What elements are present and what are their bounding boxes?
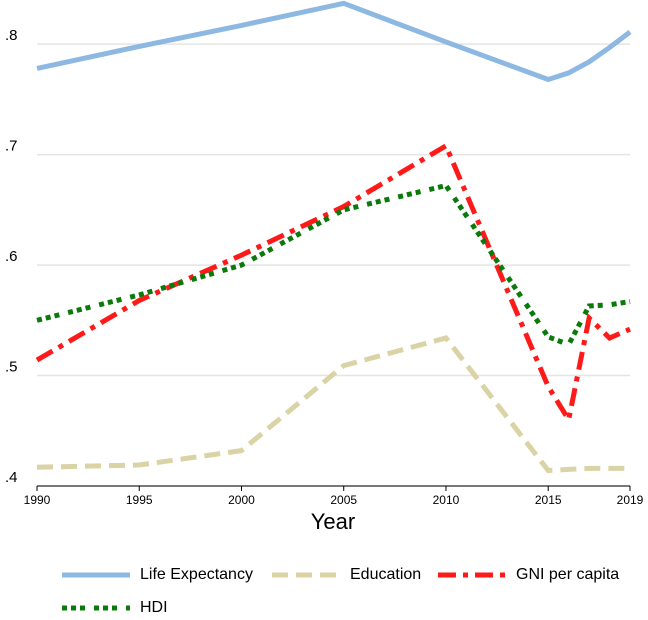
y-tick-label: .8 [5,27,18,44]
legend-label: Life Expectancy [140,566,253,583]
series-line [35,142,631,427]
y-tick-label: .5 [5,359,18,376]
x-tick-label: 1990 [24,493,51,507]
y-tick-label: .4 [5,469,18,486]
series-line [36,0,632,83]
x-tick-label: 2010 [433,493,460,507]
legend-label: Education [350,566,421,583]
y-tick-label: .6 [5,248,18,265]
x-tick-label: 2000 [228,493,255,507]
series-line [36,335,630,474]
series-line [36,182,631,348]
x-tick-label: 1995 [126,493,153,507]
x-tick-label: 2005 [330,493,357,507]
x-tick-label: 2015 [535,493,562,507]
x-tick-label: 2019 [617,493,644,507]
legend-label: GNI per capita [516,566,619,583]
x-axis-title: Year [311,509,355,534]
legend-label: HDI [140,599,168,616]
y-tick-label: .7 [5,138,18,155]
